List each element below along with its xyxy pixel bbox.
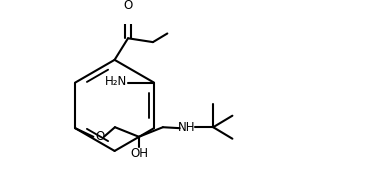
Text: H₂N: H₂N — [104, 75, 127, 88]
Text: O: O — [95, 130, 104, 143]
Text: O: O — [123, 0, 133, 12]
Text: OH: OH — [130, 147, 148, 160]
Text: NH: NH — [178, 121, 195, 134]
